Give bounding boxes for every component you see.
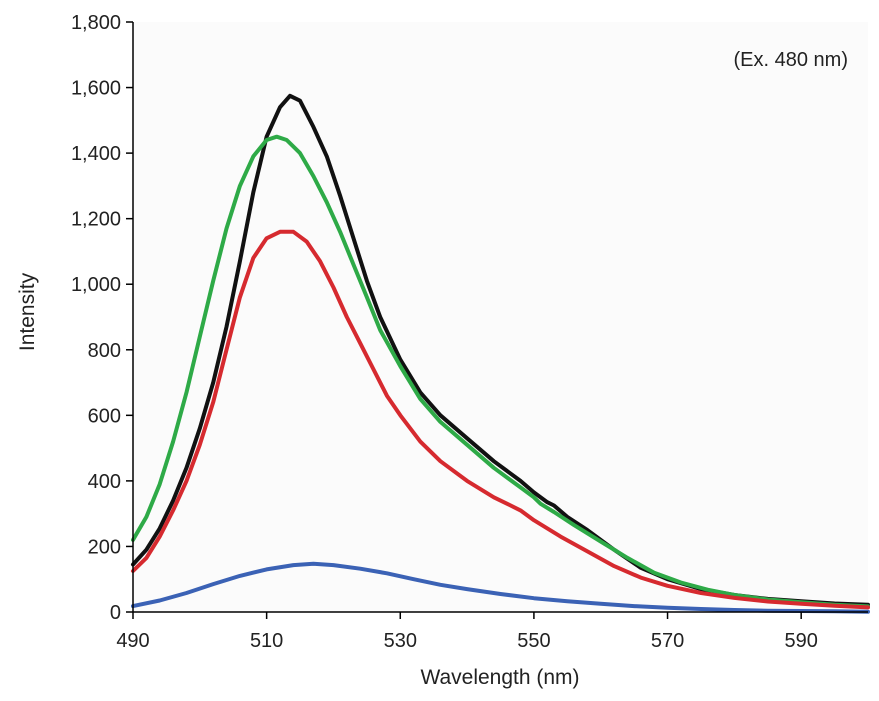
x-tick-label: 550 <box>517 630 550 652</box>
x-tick-label: 570 <box>651 630 684 652</box>
y-tick-label: 1,200 <box>71 209 121 231</box>
x-axis-title: Wavelength (nm) <box>420 666 579 689</box>
y-axis-title: Intensity <box>16 272 39 351</box>
y-tick-label: 0 <box>110 602 121 624</box>
y-tick-label: 600 <box>88 405 121 427</box>
x-axis-ticks: 490 510 530 550 570 590 <box>116 612 818 652</box>
series-layer <box>131 93 870 614</box>
series-line-2 <box>131 134 870 609</box>
y-tick-label: 1,400 <box>71 143 121 165</box>
y-axis-ticks: 0 200 400 600 800 1,000 1,200 1,400 1,600 1,800 <box>71 12 133 624</box>
y-tick-label: 1,000 <box>71 274 121 296</box>
series-line-3 <box>131 229 870 610</box>
x-tick-label: 510 <box>250 630 283 652</box>
x-tick-label: 530 <box>384 630 417 652</box>
x-tick-label: 490 <box>116 630 149 652</box>
plot-area <box>133 22 868 612</box>
excitation-annotation: (Ex. 480 nm) <box>734 49 848 71</box>
y-tick-label: 1,800 <box>71 12 121 34</box>
y-tick-label: 200 <box>88 536 121 558</box>
y-tick-label: 400 <box>88 471 121 493</box>
y-tick-label: 800 <box>88 340 121 362</box>
series-line-4 <box>131 561 870 614</box>
x-tick-label: 590 <box>784 630 817 652</box>
y-tick-label: 1,600 <box>71 78 121 100</box>
